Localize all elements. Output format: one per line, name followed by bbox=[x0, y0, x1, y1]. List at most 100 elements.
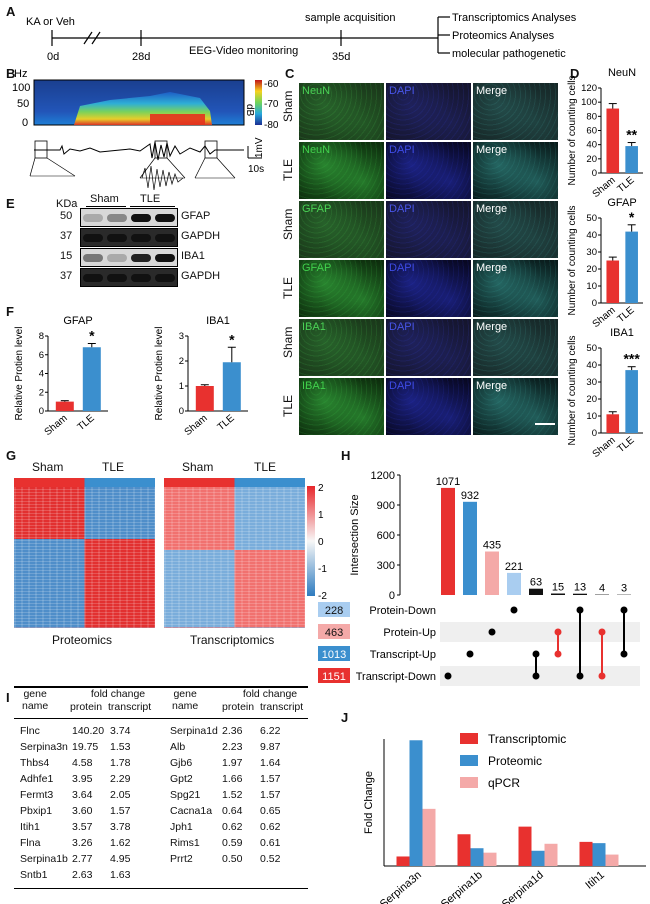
blot-kda: 37 bbox=[60, 270, 73, 282]
panel-label-c: C bbox=[285, 66, 295, 81]
microscopy-channel-label: Merge bbox=[476, 262, 508, 274]
table-cell-transcript-fold: 3.78 bbox=[110, 821, 131, 833]
table-cell-gene-name: Serpina3n bbox=[20, 741, 68, 753]
matrix-dot bbox=[532, 650, 540, 658]
y-tick-label: 1200 bbox=[371, 470, 395, 482]
colorbar-tick-2: -70 bbox=[264, 99, 279, 110]
intersection-count: 3 bbox=[621, 583, 627, 595]
x-tick-label: Serpina1b bbox=[439, 869, 485, 904]
table-cell-transcript-fold: 9.87 bbox=[260, 741, 281, 753]
blot-band bbox=[83, 253, 103, 262]
significance-marker: * bbox=[229, 331, 235, 347]
x-tick-label: Serpina3n bbox=[378, 869, 424, 904]
y-tick-label: 2 bbox=[39, 387, 44, 398]
matrix-dot bbox=[598, 628, 606, 636]
table-cell-protein-fold: 1.97 bbox=[222, 757, 243, 769]
significance-marker: *** bbox=[623, 351, 640, 367]
matrix-dot bbox=[620, 650, 628, 658]
set-size-box bbox=[318, 624, 350, 639]
intersection-bar bbox=[485, 551, 499, 595]
blot-band bbox=[155, 213, 175, 222]
timeline-tick-28: 28d bbox=[132, 51, 150, 63]
legend-swatch bbox=[460, 755, 478, 766]
table-header-fold-left: fold change bbox=[90, 688, 146, 700]
table-cell-transcript-fold: 1.62 bbox=[110, 837, 131, 849]
table-header-fold-right: fold change bbox=[242, 688, 298, 700]
y-tick-label: 8 bbox=[39, 331, 44, 342]
matrix-dot bbox=[576, 606, 584, 614]
significance-marker: * bbox=[89, 328, 95, 344]
y-tick-label: 300 bbox=[377, 560, 395, 572]
matrix-dot bbox=[532, 672, 540, 680]
table-cell-protein-fold: 0.62 bbox=[222, 821, 243, 833]
y-tick-label: 1 bbox=[179, 381, 184, 392]
blot-group-tle: TLE bbox=[140, 193, 161, 205]
bar-transcriptomic bbox=[579, 841, 593, 866]
timeline-eeg-label: EEG-Video monitoring bbox=[189, 45, 298, 57]
table-cell-transcript-fold: 0.62 bbox=[260, 821, 281, 833]
x-tick-label: Itih1 bbox=[583, 869, 607, 892]
table-cell-gene-name: Sntb1 bbox=[20, 869, 48, 881]
table-cell-gene-name: Thbs4 bbox=[20, 757, 50, 769]
panel-label-a: A bbox=[6, 4, 16, 19]
y-tick-label: 0 bbox=[592, 168, 597, 179]
set-size-label: 228 bbox=[325, 605, 343, 617]
y-tick-label: 20 bbox=[586, 154, 597, 165]
blot-lane-row bbox=[80, 208, 178, 227]
microscopy-channel-label: NeuN bbox=[302, 85, 331, 97]
blot-protein-label: GFAP bbox=[181, 210, 211, 222]
table-cell-gene-name: Rims1 bbox=[170, 837, 200, 849]
microscopy-image-marker: IBA1 bbox=[299, 378, 384, 435]
heatmap-texture bbox=[14, 487, 155, 628]
table-cell-transcript-fold: 0.52 bbox=[260, 853, 281, 865]
microscopy-channel-label: Merge bbox=[476, 380, 508, 392]
set-name-label: Protein-Up bbox=[383, 627, 436, 639]
table-cell-protein-fold: 3.60 bbox=[72, 805, 93, 817]
colorbar-tick-2: 2 bbox=[318, 483, 324, 494]
bar-transcriptomic bbox=[457, 834, 471, 866]
y-axis-label: Fold Change bbox=[363, 771, 375, 834]
y-tick-label: 60 bbox=[586, 126, 597, 137]
x-tick-label: TLE bbox=[615, 435, 636, 455]
table-cell-transcript-fold: 2.29 bbox=[110, 773, 131, 785]
heatmap-texture bbox=[164, 487, 305, 628]
set-size-box bbox=[318, 602, 350, 617]
microscopy-channel-label: Merge bbox=[476, 203, 508, 215]
blot-band bbox=[83, 273, 103, 282]
scale-bar bbox=[535, 423, 555, 425]
scale-bar-voltage: 1mV bbox=[254, 137, 265, 158]
microscopy-channel-label: DAPI bbox=[389, 380, 415, 392]
microscopy-channel-label: DAPI bbox=[389, 262, 415, 274]
x-tick-label: Serpina1d bbox=[500, 869, 546, 904]
y-tick-label: 80 bbox=[586, 111, 597, 122]
table-cell-protein-fold: 3.64 bbox=[72, 789, 93, 801]
table-cell-protein-fold: 2.23 bbox=[222, 741, 243, 753]
panel-label-e: E bbox=[6, 196, 15, 211]
spectrogram-tick-50: 50 bbox=[17, 98, 29, 110]
blot-kda: 50 bbox=[60, 210, 73, 222]
table-cell-protein-fold: 2.36 bbox=[222, 725, 243, 737]
table-header-gene-left: gene name bbox=[22, 688, 49, 712]
timeline-tick-0: 0d bbox=[47, 51, 59, 63]
microscopy-channel-label: IBA1 bbox=[302, 380, 326, 392]
legend-label: qPCR bbox=[488, 776, 520, 790]
table-cell-transcript-fold: 1.63 bbox=[110, 869, 131, 881]
bar-tle bbox=[222, 362, 241, 411]
timeline-start-label: KA or Veh bbox=[26, 16, 75, 28]
table-bottom-rule bbox=[14, 888, 308, 889]
blot-band bbox=[107, 253, 127, 262]
blot-protein-label: IBA1 bbox=[181, 250, 205, 262]
blot-band bbox=[131, 233, 151, 242]
table-cell-transcript-fold: 1.57 bbox=[110, 805, 131, 817]
set-name-label: Transcript-Up bbox=[370, 649, 436, 661]
y-tick-label: 10 bbox=[586, 281, 597, 292]
blot-tle-line bbox=[130, 206, 175, 207]
blot-lane-row bbox=[80, 248, 178, 267]
table-header-gene-right: gene name bbox=[172, 688, 199, 712]
heatmap-left-title: Proteomics bbox=[52, 633, 113, 647]
chart-title: NeuN bbox=[608, 67, 636, 79]
colorbar-tick-0: 0 bbox=[318, 537, 324, 548]
microscopy-image-dapi: DAPI bbox=[386, 201, 471, 258]
microscopy-image-merge: Merge bbox=[473, 201, 558, 258]
